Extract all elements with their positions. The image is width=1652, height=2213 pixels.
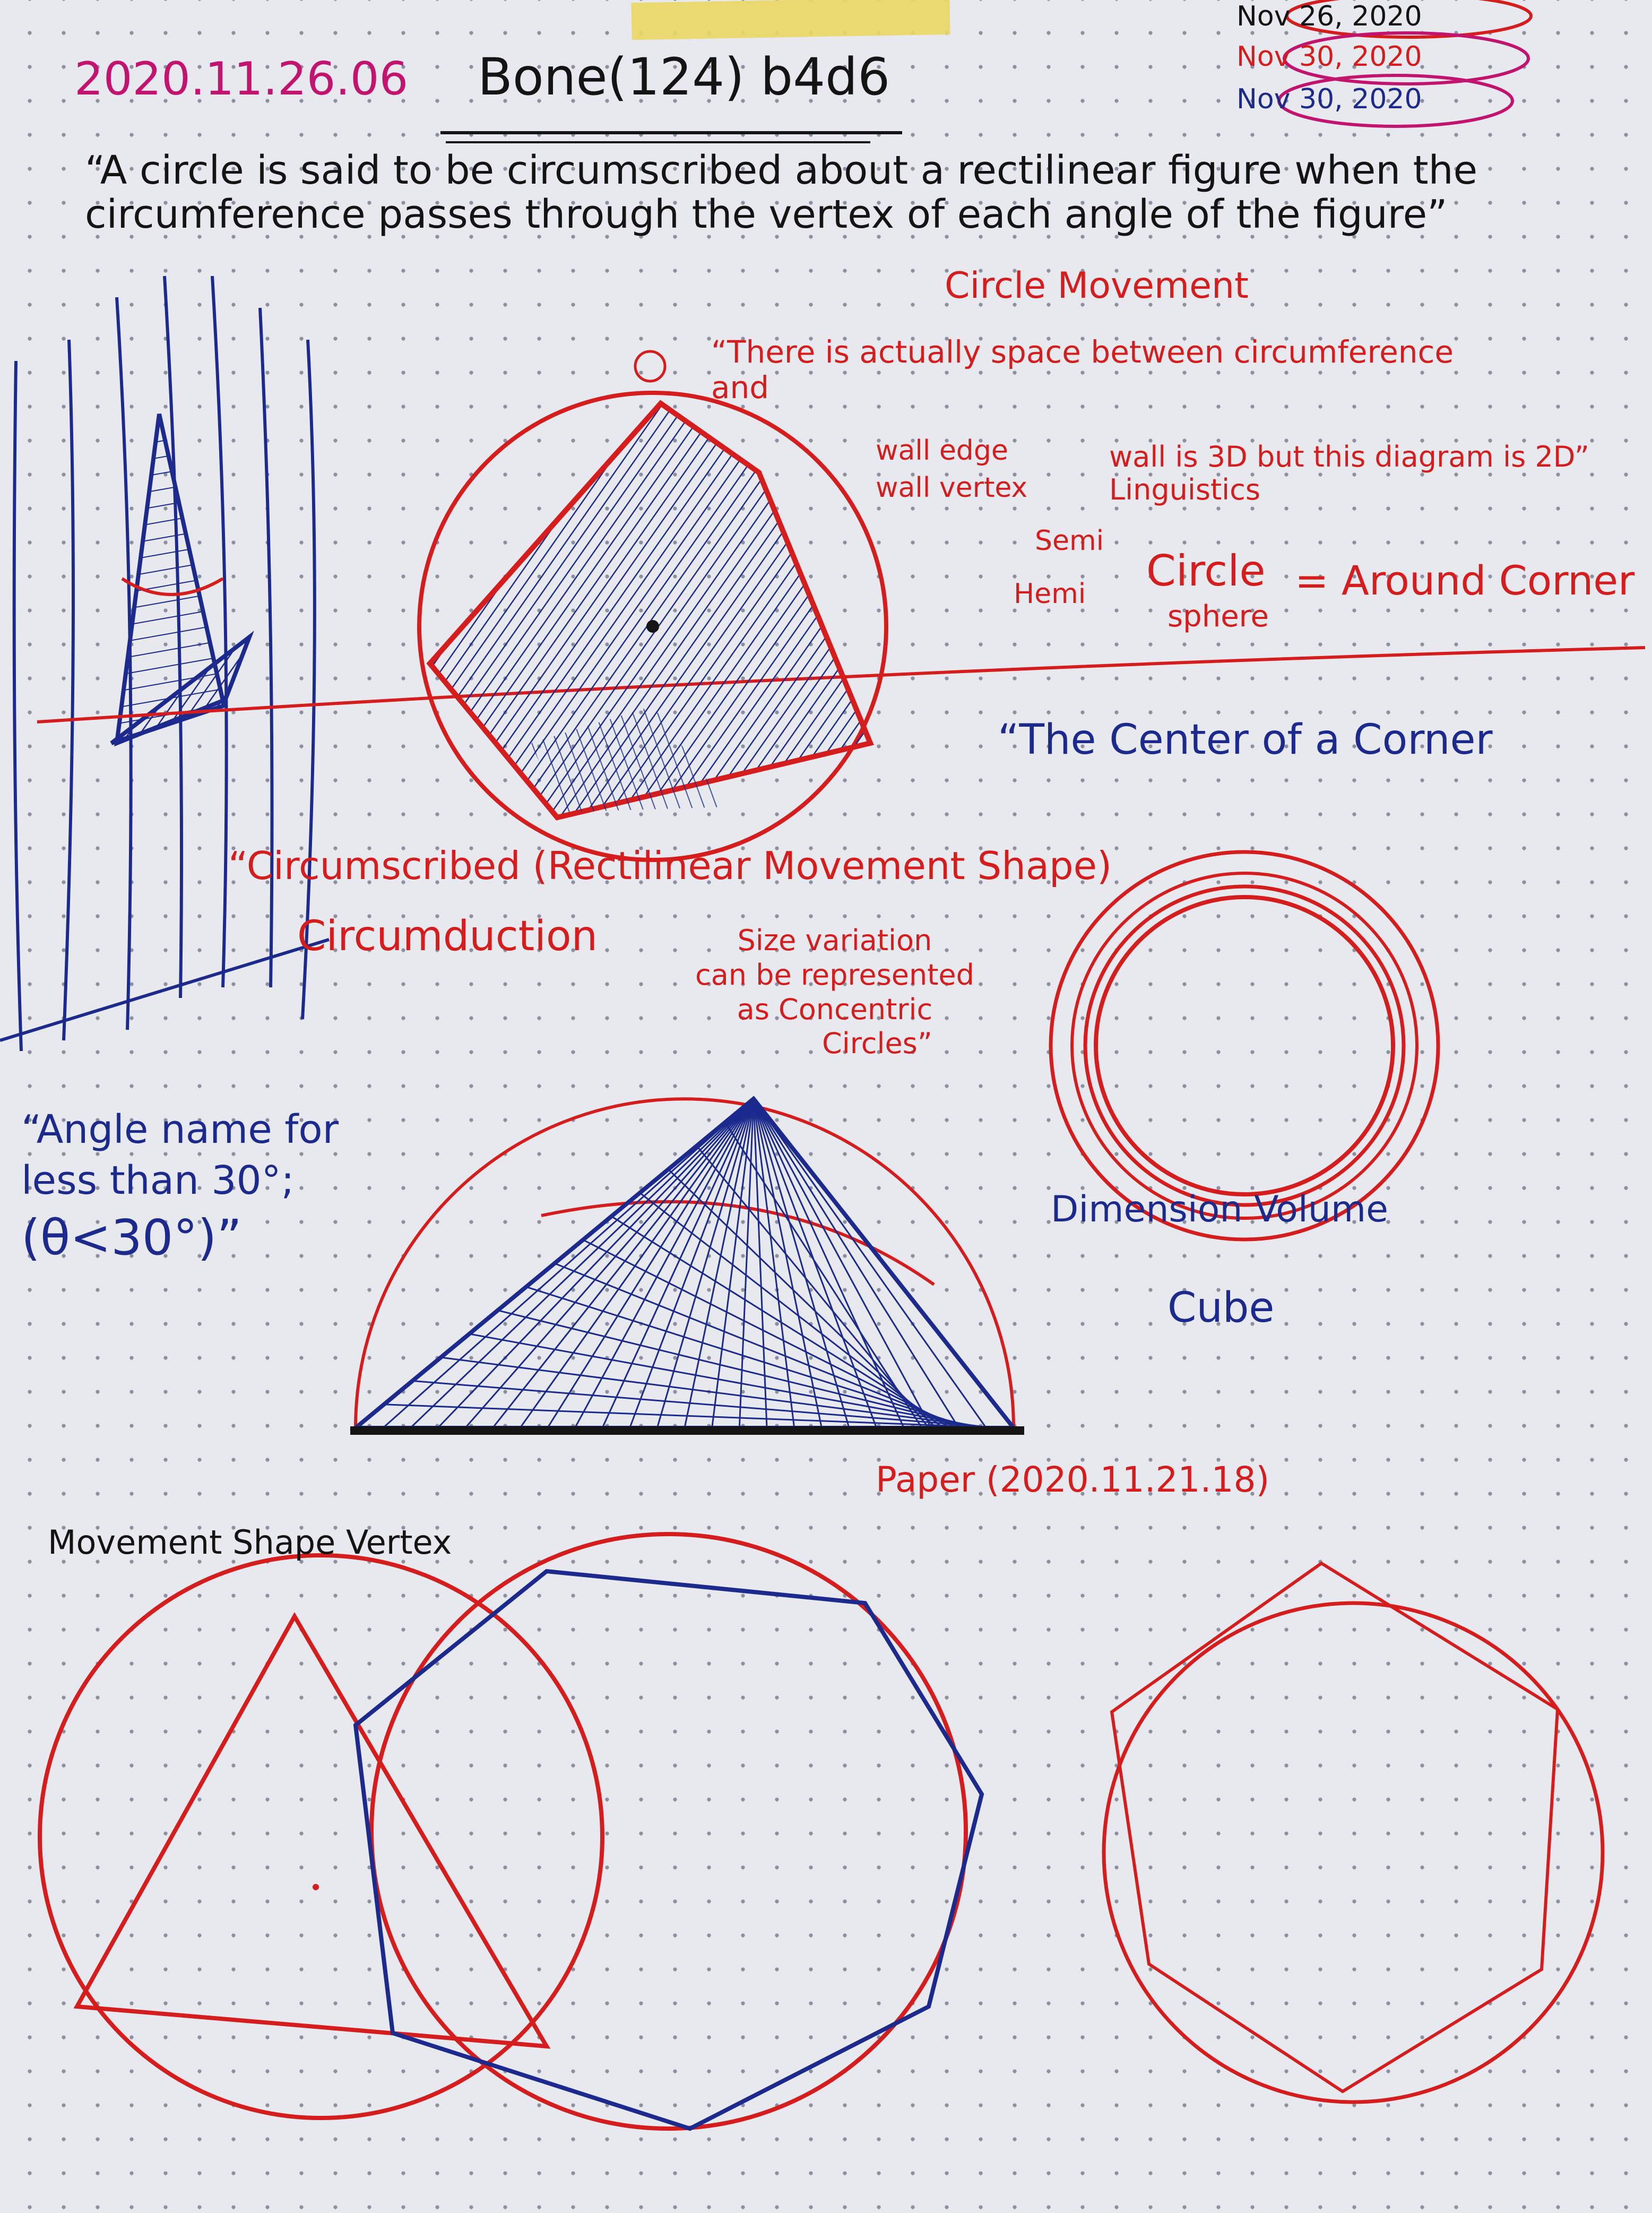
fan-cross-line bbox=[412, 1380, 1000, 1429]
date-stamp-2: Nov 30, 2020 bbox=[1236, 41, 1422, 73]
wall-vertex-label: wall vertex bbox=[876, 472, 1028, 504]
fan-hatch-line bbox=[410, 1098, 755, 1429]
definition-quote: “A circle is said to be circumscribed ab… bbox=[85, 148, 1478, 237]
fan-hatch-line bbox=[753, 1098, 959, 1428]
size-variation-line-2: can be represented bbox=[695, 958, 974, 992]
angle-name-line-3: (θ<30°)” bbox=[21, 1209, 242, 1267]
angle-name-line-2: less than 30°; bbox=[21, 1158, 295, 1204]
fan-cross-line bbox=[525, 1286, 972, 1429]
semicircle-fan-triangle bbox=[349, 1096, 1024, 1435]
fan-cross-line bbox=[554, 1262, 965, 1429]
left-triangle-sketch bbox=[110, 414, 254, 747]
space-quote: “There is actually space between circumf… bbox=[711, 334, 1454, 406]
fan-hatch-line bbox=[492, 1098, 755, 1428]
dimension-volume-label: Dimension Volume bbox=[1051, 1189, 1388, 1230]
circumscribed-rectilinear-label: “Circumscribed (Rectilinear Movement Sha… bbox=[228, 843, 1112, 888]
size-variation-line-4: Circles” bbox=[822, 1027, 932, 1061]
fan-hatch-line bbox=[574, 1098, 755, 1428]
fan-cross-line bbox=[611, 1216, 951, 1429]
size-variation-line-3: as Concentric bbox=[737, 992, 933, 1026]
fan-cross-line bbox=[696, 1145, 930, 1428]
fan-hatch-line bbox=[753, 1098, 932, 1428]
paper-reference-label: Paper (2020.11.21.18) bbox=[876, 1459, 1270, 1500]
fan-cross-line bbox=[440, 1356, 993, 1429]
fan-cross-line bbox=[469, 1333, 986, 1429]
concentric-circles bbox=[1049, 850, 1440, 1242]
date-stamp-1: Nov 26, 2020 bbox=[1236, 1, 1422, 32]
circumscribed-hexagon bbox=[1102, 1561, 1605, 2104]
fan-hatch-line bbox=[753, 1098, 823, 1428]
fan-hatch-line bbox=[684, 1098, 755, 1428]
fan-hatch-line bbox=[437, 1098, 755, 1429]
wall-3d-label: wall is 3D but this diagram is 2D” Lingu… bbox=[1109, 440, 1589, 507]
fan-cross-line bbox=[497, 1310, 979, 1429]
circumduction-label: Circumduction bbox=[297, 912, 598, 960]
circle-movement-label: Circle Movement bbox=[945, 265, 1249, 307]
page-date: 2020.11.26.06 bbox=[74, 53, 409, 106]
fan-hatch-line bbox=[601, 1098, 755, 1428]
hemi-label: Hemi bbox=[1014, 578, 1086, 610]
fan-hatch-line bbox=[753, 1098, 987, 1428]
sphere-label: sphere bbox=[1167, 599, 1269, 634]
fan-hatch-line bbox=[753, 1098, 795, 1428]
fan-hatch-line bbox=[656, 1098, 755, 1428]
fan-hatch-line bbox=[711, 1098, 755, 1428]
semi-label: Semi bbox=[1035, 525, 1104, 557]
circle-label: Circle bbox=[1146, 546, 1266, 596]
date-stamp-ovals bbox=[1277, 0, 1533, 128]
fan-hatch-line bbox=[753, 1098, 850, 1428]
fan-cross-line bbox=[639, 1192, 944, 1429]
fan-hatch-line bbox=[738, 1098, 755, 1428]
fan-cross-line bbox=[582, 1239, 958, 1429]
circumscribed-heptagon bbox=[353, 1532, 984, 2131]
wall-edge-label: wall edge bbox=[876, 435, 1008, 467]
fan-hatch-line bbox=[382, 1098, 754, 1429]
circumscribed-triangle bbox=[38, 1553, 604, 2120]
fan-cross-line bbox=[668, 1168, 937, 1429]
size-variation-line-1: Size variation bbox=[737, 924, 932, 957]
movement-shape-vertex-label: Movement Shape Vertex bbox=[48, 1523, 452, 1562]
fan-hatch-line bbox=[464, 1098, 755, 1428]
fan-hatch-line bbox=[547, 1098, 755, 1428]
size-variation-note: Size variation can be represented as Con… bbox=[695, 924, 974, 1061]
diagonal-blue-line bbox=[0, 938, 330, 1042]
page-title: Bone(124) b4d6 bbox=[478, 47, 890, 107]
date-stamp-3: Nov 30, 2020 bbox=[1236, 83, 1422, 115]
fan-hatch-line bbox=[753, 1098, 768, 1428]
fan-hatch-line bbox=[629, 1098, 755, 1428]
fan-cross-line bbox=[724, 1122, 923, 1428]
cube-label: Cube bbox=[1167, 1284, 1275, 1332]
fan-cross-line bbox=[384, 1403, 1007, 1429]
angle-name-note: “Angle name for less than 30°; (θ<30°)” bbox=[21, 1104, 339, 1270]
center-of-corner-quote: “The Center of a Corner bbox=[998, 716, 1493, 764]
angle-name-line-1: “Angle name for bbox=[21, 1107, 339, 1152]
circumscribed-pentagon bbox=[417, 350, 888, 862]
around-corner-label: = Around Corner bbox=[1295, 557, 1635, 604]
